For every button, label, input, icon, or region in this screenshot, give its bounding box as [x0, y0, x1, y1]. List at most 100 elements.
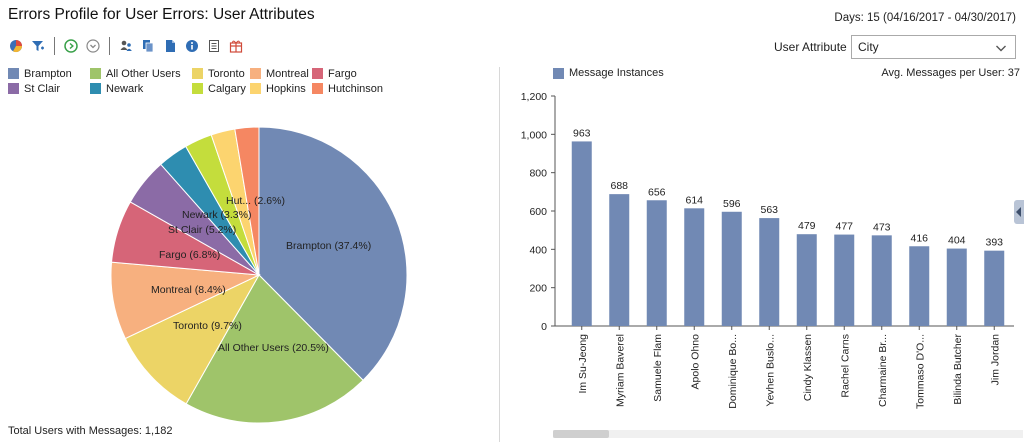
- pie-slice-toronto[interactable]: [124, 273, 261, 405]
- total-users: Total Users with Messages: 1,182: [8, 425, 173, 437]
- pie-slice-brampton[interactable]: [258, 126, 408, 381]
- y-tick-label: 0: [541, 321, 547, 333]
- bar[interactable]: [984, 250, 1005, 326]
- play-circle-icon[interactable]: [63, 38, 79, 54]
- bar-value-label: 688: [610, 180, 628, 192]
- legend-swatch: [192, 83, 203, 94]
- bar-legend[interactable]: Message Instances: [553, 67, 664, 79]
- collapse-panel-button[interactable]: [1014, 200, 1024, 224]
- legend-item[interactable]: All Other Users: [90, 66, 192, 81]
- legend-swatch: [192, 68, 203, 79]
- bar[interactable]: [834, 234, 855, 326]
- legend-item[interactable]: Toronto: [192, 66, 250, 81]
- x-tick-label: Bilinda Butcher: [952, 333, 964, 404]
- pie-legend: Brampton All Other Users Toronto Montrea…: [8, 66, 478, 96]
- legend-item[interactable]: Calgary: [192, 81, 250, 96]
- bar-value-label: 596: [723, 198, 741, 210]
- bar[interactable]: [721, 211, 742, 326]
- copy-icon[interactable]: [140, 38, 156, 54]
- x-tick-label: Dominique Bo...: [727, 334, 739, 409]
- bar[interactable]: [684, 208, 705, 326]
- bar[interactable]: [571, 141, 592, 326]
- bar[interactable]: [759, 218, 780, 326]
- y-tick-label: 400: [529, 244, 547, 256]
- legend-swatch: [250, 68, 261, 79]
- legend-row: Brampton All Other Users Toronto Montrea…: [8, 66, 478, 81]
- legend-item[interactable]: Hutchinson: [312, 81, 402, 96]
- date-range: Days: 15 (04/16/2017 - 04/30/2017): [834, 12, 1016, 24]
- legend-label: Toronto: [208, 67, 245, 80]
- bar-value-label: 473: [873, 221, 891, 233]
- document-icon[interactable]: [162, 38, 178, 54]
- bar-value-label: 963: [573, 127, 591, 139]
- legend-label: Hutchinson: [328, 82, 384, 95]
- bar[interactable]: [646, 200, 667, 326]
- bar[interactable]: [796, 234, 817, 326]
- x-tick-label: Cindy Klassen: [802, 334, 814, 401]
- chevron-down-icon: [995, 41, 1007, 59]
- pie-label-st-clair: St Clair (5.2%): [168, 224, 236, 236]
- legend-swatch: [90, 83, 101, 94]
- pie-slice-all-other-users[interactable]: [185, 274, 364, 424]
- pie-chart: Brampton (37.4%) All Other Users (20.5%)…: [110, 126, 408, 424]
- chevron-circle-icon[interactable]: [85, 38, 101, 54]
- pie-chart-icon[interactable]: [8, 38, 24, 54]
- legend-swatch: [250, 83, 261, 94]
- pie-slice-hutchinson[interactable]: [234, 126, 260, 276]
- info-icon[interactable]: [184, 38, 200, 54]
- y-tick-label: 600: [529, 206, 547, 218]
- y-tick-label: 1,200: [521, 91, 547, 103]
- legend-swatch: [90, 68, 101, 79]
- x-tick-label: Charmaine Br...: [877, 334, 889, 407]
- legend-label: Calgary: [208, 82, 246, 95]
- page-title: Errors Profile for User Errors: User Att…: [8, 6, 315, 23]
- x-tick-label: Apolo Ohno: [689, 334, 701, 390]
- bar[interactable]: [609, 194, 630, 326]
- legend-swatch: [312, 68, 323, 79]
- pie-label-newark: Newark (3.3%): [182, 209, 251, 221]
- legend-label: Montreal: [266, 67, 309, 80]
- bar[interactable]: [946, 248, 967, 326]
- filter-icon[interactable]: [30, 38, 46, 54]
- legend-item[interactable]: Brampton: [8, 66, 90, 81]
- legend-label: St Clair: [24, 82, 61, 95]
- x-tick-label: Samuele Flam: [652, 334, 664, 402]
- bar-value-label: 656: [648, 186, 666, 198]
- user-attribute-value: City: [858, 40, 879, 54]
- legend-swatch: [312, 83, 323, 94]
- legend-swatch: [8, 68, 19, 79]
- legend-item[interactable]: Hopkins: [250, 81, 312, 96]
- toolbar: [8, 37, 250, 55]
- bar-legend-label: Message Instances: [569, 67, 664, 79]
- legend-swatch: [8, 83, 19, 94]
- y-tick-label: 800: [529, 168, 547, 180]
- panel-divider: [499, 67, 500, 442]
- horizontal-scrollbar[interactable]: [553, 430, 1023, 438]
- pie-label-brampton: Brampton (37.4%): [286, 240, 371, 252]
- pie-label-fargo: Fargo (6.8%): [159, 249, 220, 261]
- legend-item[interactable]: Montreal: [250, 66, 312, 81]
- gift-icon[interactable]: [228, 38, 244, 54]
- legend-label: Newark: [106, 82, 144, 95]
- y-tick-label: 1,000: [521, 129, 547, 141]
- list-icon[interactable]: [206, 38, 222, 54]
- bar-value-label: 404: [948, 235, 966, 247]
- bar[interactable]: [871, 235, 892, 326]
- pie-label-toronto: Toronto (9.7%): [173, 320, 242, 332]
- user-attribute-select[interactable]: City: [851, 35, 1016, 59]
- legend-label: Hopkins: [266, 82, 306, 95]
- toolbar-divider: [54, 37, 55, 55]
- bar-value-label: 563: [760, 204, 778, 216]
- pie-label-hut: Hut... (2.6%): [226, 195, 285, 207]
- bar-value-label: 393: [985, 237, 1003, 249]
- avg-messages: Avg. Messages per User: 37: [881, 67, 1020, 79]
- legend-swatch: [553, 67, 564, 79]
- legend-item[interactable]: Fargo: [312, 66, 402, 81]
- bar-chart: 0 200 400 600 800 1,000 1,200 Im Su-Jeong Myriam…: [521, 91, 1014, 409]
- legend-item[interactable]: Newark: [90, 81, 192, 96]
- users-icon[interactable]: [118, 38, 134, 54]
- bar[interactable]: [909, 246, 930, 326]
- pie-label-all-other: All Other Users (20.5%): [218, 342, 329, 354]
- scrollbar-thumb[interactable]: [553, 430, 609, 438]
- legend-item[interactable]: St Clair: [8, 81, 90, 96]
